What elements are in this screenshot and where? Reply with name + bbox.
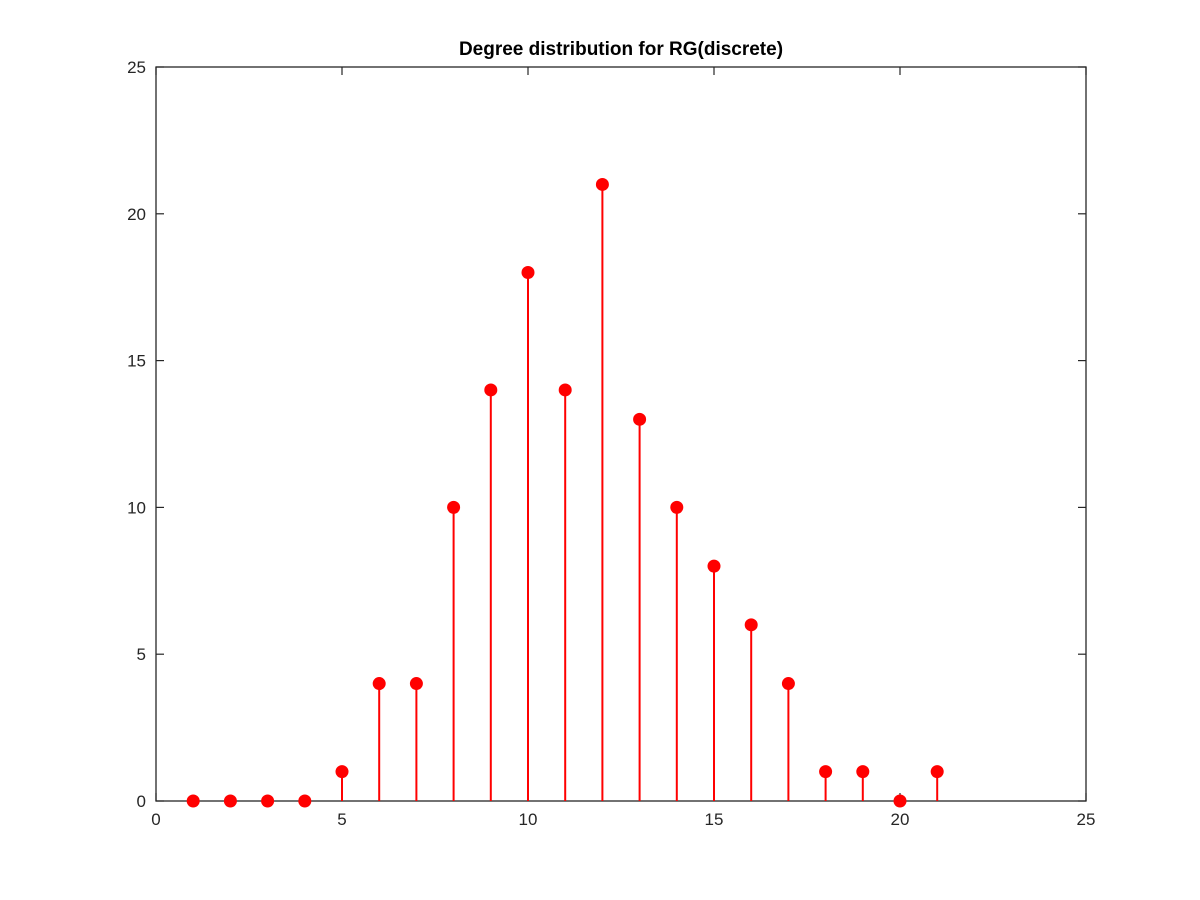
x-tick-label: 0 — [151, 810, 160, 829]
stem-marker — [670, 500, 684, 514]
x-tick-label: 15 — [705, 810, 724, 829]
stem-marker — [633, 412, 647, 426]
x-tick-label: 10 — [519, 810, 538, 829]
plot-frame — [155, 66, 1087, 802]
stem-marker — [856, 765, 870, 779]
y-tick-label: 20 — [127, 205, 146, 224]
plot-axes: 0 5 10 15 20 25 0 5 10 15 20 25 — [127, 58, 1095, 829]
chart-title: Degree distribution for RG(discrete) — [459, 39, 783, 60]
y-tick-label: 5 — [137, 645, 146, 664]
stem-marker — [558, 383, 572, 397]
stem-marker — [447, 500, 461, 514]
stem-marker — [595, 177, 609, 191]
stem-marker — [930, 765, 944, 779]
stem-marker — [298, 794, 312, 808]
x-tick-label: 5 — [337, 810, 346, 829]
stem-marker — [893, 794, 907, 808]
x-tick-label: 20 — [891, 810, 910, 829]
stem-marker — [223, 794, 237, 808]
stem-marker — [335, 765, 349, 779]
stem-marker — [819, 765, 833, 779]
x-tick-label: 25 — [1077, 810, 1096, 829]
stem-marker — [261, 794, 275, 808]
y-tick-label: 25 — [127, 58, 146, 77]
stem-marker — [409, 677, 423, 691]
stem-marker — [781, 677, 795, 691]
stem-marker — [484, 383, 498, 397]
stem-marker — [186, 794, 200, 808]
stem-marker — [521, 266, 535, 280]
stem-marker — [372, 677, 386, 691]
stem-series — [186, 177, 944, 808]
y-tick-label: 0 — [137, 792, 146, 811]
stem-marker — [707, 559, 721, 573]
y-tick-label: 10 — [127, 498, 146, 517]
y-tick-label: 15 — [127, 352, 146, 371]
stem-marker — [744, 618, 758, 632]
